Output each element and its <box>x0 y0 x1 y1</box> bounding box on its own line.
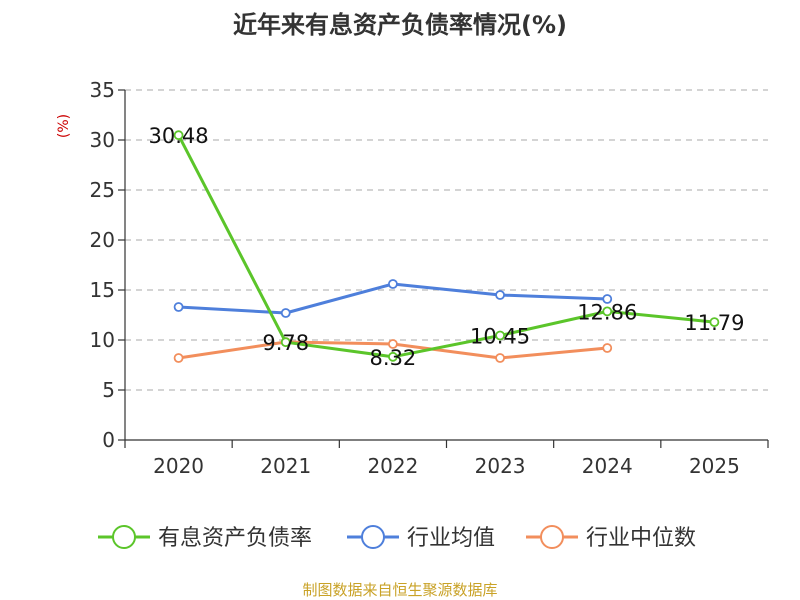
legend-label: 行业均值 <box>407 526 495 551</box>
y-tick-label: 15 <box>90 278 115 302</box>
data-point[interactable] <box>280 337 291 348</box>
legend-item[interactable]: 行业中位数 <box>526 525 696 551</box>
data-point[interactable] <box>495 330 505 341</box>
y-tick-label: 35 <box>90 78 115 102</box>
series-lines <box>173 130 720 363</box>
chart-title: 近年来有息资产负债率情况(%) <box>233 11 567 39</box>
data-point[interactable] <box>495 290 505 300</box>
data-point[interactable] <box>388 351 398 362</box>
data-label: 9.78 <box>262 331 309 355</box>
data-labels: 30.48 9.78 8.32 10.45 12.86 11.79 <box>149 124 745 370</box>
data-label: 30.48 <box>149 124 209 148</box>
legend-marker <box>361 525 385 549</box>
y-tick-label: 10 <box>90 328 115 352</box>
data-point[interactable] <box>495 353 505 363</box>
data-point[interactable] <box>388 339 398 349</box>
data-label: 11.79 <box>684 311 744 335</box>
x-tick-label: 2021 <box>260 454 311 478</box>
data-label: 10.45 <box>470 325 530 349</box>
legend-label: 行业中位数 <box>586 526 696 551</box>
x-tick-label: 2022 <box>367 454 418 478</box>
data-point[interactable] <box>173 302 184 312</box>
legend-label: 有息资产负债率 <box>158 526 312 551</box>
data-point[interactable] <box>602 343 613 353</box>
x-tick-label: 2024 <box>582 454 633 478</box>
series-line <box>177 134 715 359</box>
y-tick-label: 20 <box>90 228 115 252</box>
y-tick-label: 5 <box>102 378 115 402</box>
y-tick-label: 30 <box>90 128 115 152</box>
data-label: 12.86 <box>577 300 637 324</box>
legend-marker <box>112 525 136 549</box>
data-point[interactable] <box>173 353 184 363</box>
x-tick-label: 2025 <box>689 454 740 478</box>
data-point[interactable] <box>388 279 398 289</box>
legend[interactable]: 有息资产负债率 行业均值 行业中位数 <box>98 525 696 551</box>
data-point[interactable] <box>602 294 613 304</box>
data-point[interactable] <box>173 130 184 141</box>
data-point[interactable] <box>709 317 720 328</box>
legend-item[interactable]: 行业均值 <box>347 525 495 551</box>
x-tick-label: 2020 <box>153 454 204 478</box>
legend-item[interactable]: 有息资产负债率 <box>98 525 312 551</box>
y-tick-label: 25 <box>90 178 115 202</box>
data-point[interactable] <box>280 308 291 318</box>
legend-marker <box>540 525 564 549</box>
data-label: 8.32 <box>370 346 417 370</box>
source-note: 制图数据来自恒生聚源数据库 <box>302 581 497 599</box>
x-tick-label: 2023 <box>475 454 526 478</box>
y-tick-label: 0 <box>102 428 115 452</box>
y-axis-label: (%) <box>56 114 72 138</box>
data-point[interactable] <box>602 306 613 317</box>
